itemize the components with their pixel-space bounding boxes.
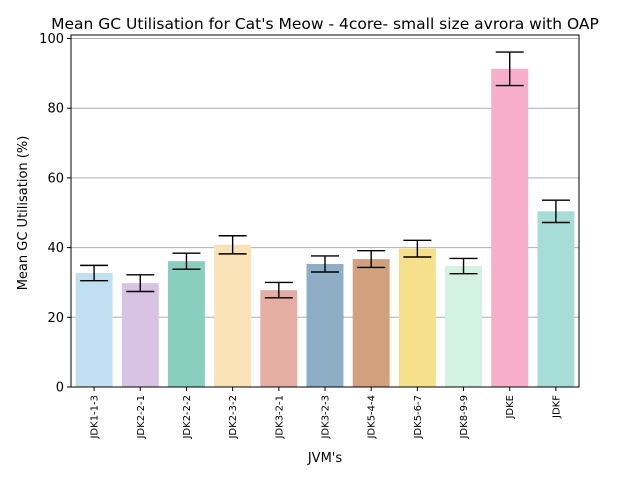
bar [491, 68, 529, 387]
x-tick-label: JDK2-2-1 [136, 395, 147, 440]
chart-title: Mean GC Utilisation for Cat's Meow - 4co… [51, 15, 599, 33]
bar [352, 259, 390, 387]
x-tick-label: JDK5-4-4 [367, 395, 378, 440]
y-axis-label: Mean GC Utilisation (%) [16, 136, 31, 291]
x-tick-label: JDK8-9-9 [459, 395, 470, 440]
x-tick-label: JDK1-1-3 [90, 395, 101, 440]
x-tick-label: JDK2-3-2 [228, 395, 239, 440]
y-tick-label: 40 [47, 241, 64, 256]
y-tick-label: 100 [39, 32, 64, 47]
x-tick-label: JDK5-6-7 [413, 395, 424, 440]
y-tick-label: 20 [47, 311, 64, 326]
y-tick-label: 80 [47, 102, 64, 117]
error-bars [80, 51, 570, 299]
x-tick-label: JDK2-2-2 [182, 395, 193, 440]
bar [167, 261, 205, 387]
bars [75, 68, 575, 387]
y-tick-label: 0 [56, 381, 64, 396]
y-axis-ticks: 0 20 40 60 80 100 [39, 32, 71, 396]
bar [445, 266, 483, 387]
x-tick-label: JDKE [505, 395, 516, 420]
bar [260, 290, 298, 387]
bar [214, 244, 252, 387]
y-tick-label: 60 [47, 171, 64, 186]
x-axis-label: JVM's [307, 451, 343, 466]
bar [398, 248, 436, 387]
bar [306, 263, 344, 387]
x-axis-ticks: JDK1-1-3 JDK2-2-1 JDK2-2-2 JDK2-3-2 JDK3-2-1… [90, 387, 562, 440]
bar [121, 283, 159, 387]
x-tick-label: JDK3-2-1 [274, 395, 285, 440]
bar [537, 211, 575, 387]
x-tick-label: JDK3-2-3 [321, 395, 332, 440]
x-tick-label: JDKF [551, 395, 562, 419]
bar [75, 273, 113, 387]
